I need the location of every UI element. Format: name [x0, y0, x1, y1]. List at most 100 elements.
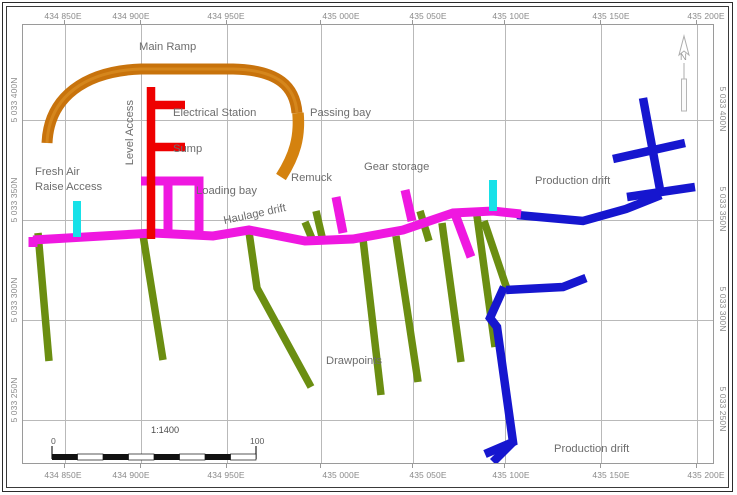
label-main-ramp: Main Ramp: [139, 41, 197, 53]
grid-line-vertical: [227, 25, 228, 463]
label-gear-storage: Gear storage: [364, 161, 430, 173]
passing-bay-arc: [276, 112, 305, 181]
scale-bar-graphic: [51, 446, 257, 461]
label-sump: Sump: [173, 143, 203, 155]
axis-top-tick: [504, 20, 505, 26]
drawpoint: [480, 219, 511, 291]
label-loading-bay: Loading bay: [196, 185, 257, 197]
haulage-drift-main: [32, 206, 522, 246]
production-drift-segment: [489, 438, 517, 463]
north-arrow-letter: N: [680, 52, 687, 63]
label-passing-bay: Passing bay: [310, 107, 371, 119]
axis-left-label-1: 5 033 350N: [9, 177, 19, 223]
scale-min-label: 0: [51, 436, 56, 446]
haulage-drift-diagonal: [450, 212, 476, 259]
axis-left-label-0: 5 033 400N: [9, 77, 19, 123]
axis-top-tick: [696, 20, 697, 26]
axis-top-tick: [320, 20, 321, 26]
drawpoint: [34, 232, 53, 362]
axis-left-label-3: 5 033 250N: [9, 377, 19, 423]
axis-top-tick: [412, 20, 413, 26]
main-ramp-highlight: [45, 67, 299, 144]
axis-top-tick: [600, 20, 601, 26]
axis-bottom-label-1: 434 900E: [112, 470, 150, 480]
axis-bottom-tick: [412, 462, 413, 468]
fresh-air-raise-group: [73, 180, 497, 237]
axis-top-label-3: 435 000E: [322, 11, 360, 21]
loading-bay-loop: [141, 176, 204, 237]
production-drift-segment: [626, 182, 696, 202]
axis-bottom-tick: [64, 462, 65, 468]
axis-bottom-label-6: 435 150E: [592, 470, 630, 480]
label-production-drift-upper: Production drift: [535, 175, 611, 187]
axis-bottom-label-4: 435 050E: [409, 470, 447, 480]
drawpoint: [438, 222, 465, 363]
drawpoint: [359, 238, 385, 396]
axis-bottom-label-0: 434 850E: [44, 470, 82, 480]
axis-top-label-7: 435 200E: [687, 11, 725, 21]
axis-bottom-label-5: 435 100E: [492, 470, 530, 480]
axis-left-label-2: 5 033 300N: [9, 277, 19, 323]
axis-right-label-2: 5 033 300N: [718, 286, 728, 332]
production-drift-segment: [516, 191, 663, 226]
axis-bottom-tick: [320, 462, 321, 468]
axis-bottom-tick: [140, 462, 141, 468]
grid-line-horizontal: [23, 220, 713, 221]
grid-line-vertical: [697, 25, 698, 463]
grid-line-horizontal: [23, 120, 713, 121]
drawpoints-group: [34, 209, 499, 396]
axis-bottom-label-7: 435 200E: [687, 470, 725, 480]
mine-workings-geometry: [28, 63, 696, 463]
axis-top-label-4: 435 050E: [409, 11, 447, 21]
label-fresh-air-raise-access: Fresh Air Raise Access: [35, 165, 102, 194]
label-level-access: Level Access: [124, 100, 136, 166]
production-drift-segment: [505, 274, 588, 295]
axis-top-label-2: 434 950E: [207, 11, 245, 21]
grid-line-horizontal: [23, 320, 713, 321]
map-canvas[interactable]: Main Ramp Level Access Electrical Statio…: [22, 24, 714, 464]
axis-bottom-tick: [226, 462, 227, 468]
label-fresh-air-raise-access-line-2: Raise Access: [35, 180, 103, 193]
label-production-drift-lower: Production drift: [554, 443, 630, 455]
axis-top-tick: [64, 20, 65, 26]
remuck-stub: [331, 196, 348, 234]
label-fresh-air-raise-access-line-1: Fresh Air: [35, 166, 80, 178]
north-arrow: N: [673, 33, 697, 115]
axis-right-label-3: 5 033 250N: [718, 386, 728, 432]
drawpoint: [245, 231, 315, 389]
figure-inner-border: [6, 6, 729, 488]
production-drift-network: [483, 97, 696, 463]
axis-bottom-label-3: 435 000E: [322, 470, 360, 480]
grid-line-vertical: [413, 25, 414, 463]
level-access-group: [146, 87, 185, 239]
drawpoints-group-far-right: [480, 219, 511, 291]
drawpoint: [392, 235, 422, 383]
axis-top-tick: [226, 20, 227, 26]
axis-bottom-tick: [504, 462, 505, 468]
grid-line-horizontal: [23, 420, 713, 421]
axis-bottom-tick: [600, 462, 601, 468]
scale-max-label: 100: [250, 436, 265, 446]
axis-top-label-0: 434 850E: [44, 11, 82, 21]
axis-right-label-1: 5 033 350N: [718, 186, 728, 232]
axis-right-label-0: 5 033 400N: [718, 86, 728, 132]
axis-top-label-1: 434 900E: [112, 11, 150, 21]
grid-line-vertical: [505, 25, 506, 463]
grid-line-vertical: [65, 25, 66, 463]
label-remuck: Remuck: [291, 172, 333, 184]
grid-line-vertical: [601, 25, 602, 463]
haulage-drift-group: [28, 176, 522, 259]
scale-bar: 1:1400 0 100: [51, 425, 271, 461]
production-drift-segment: [612, 138, 686, 164]
axis-bottom-tick: [696, 462, 697, 468]
gear-storage-stub: [400, 189, 417, 222]
axis-top-tick: [140, 20, 141, 26]
label-drawpoints: Drawpoints: [326, 355, 382, 367]
axis-top-label-6: 435 150E: [592, 11, 630, 21]
axis-bottom-label-2: 434 950E: [207, 470, 245, 480]
axis-top-label-5: 435 100E: [492, 11, 530, 21]
drawpoint: [139, 234, 167, 361]
north-arrow-icon: [678, 34, 690, 112]
